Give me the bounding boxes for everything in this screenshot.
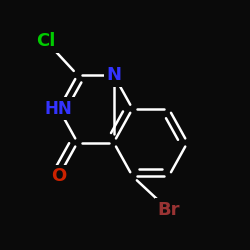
- Text: Br: Br: [158, 201, 180, 219]
- Text: O: O: [51, 167, 66, 185]
- Text: Cl: Cl: [36, 32, 56, 50]
- Text: HN: HN: [45, 100, 72, 118]
- Text: N: N: [106, 66, 121, 84]
